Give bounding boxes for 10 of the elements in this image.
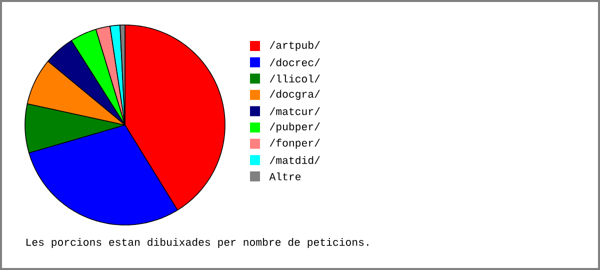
legend-label: /llicol/ (270, 74, 320, 83)
legend-label: /matdid/ (270, 156, 320, 164)
legend-label: /docgra/ (270, 90, 320, 100)
legend-label: /pubper/ (270, 122, 320, 132)
legend-label: /docrec/ (270, 58, 320, 66)
legend-label: /artpub/ (270, 41, 320, 51)
legend-label: /fonper/ (270, 138, 320, 149)
legend-label: Altre (269, 172, 301, 180)
text: Les porcions estan dibuixades per nombre de peticions. (26, 238, 368, 248)
legend-label: /matcur/ (270, 107, 320, 116)
